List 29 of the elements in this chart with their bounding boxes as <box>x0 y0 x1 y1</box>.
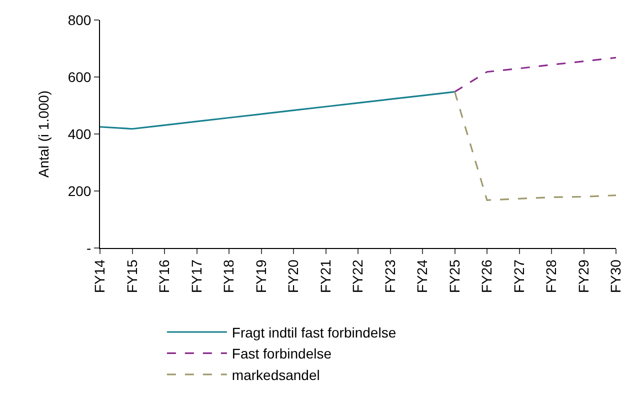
x-tick-label: FY20 <box>285 259 302 294</box>
line-series <box>454 91 616 201</box>
y-tick-label: 600 <box>68 68 92 85</box>
y-tick-label: 400 <box>68 126 92 142</box>
x-tick-label: FY14 <box>92 259 108 294</box>
x-tick-label: FY25 <box>446 259 462 294</box>
x-tick-label: FY23 <box>382 259 398 294</box>
x-tick-label: FY28 <box>543 259 560 294</box>
line-series <box>454 56 616 93</box>
x-tick-label: FY22 <box>350 259 366 294</box>
y-tick-label: - <box>86 240 92 256</box>
x-tick-label: FY17 <box>188 259 204 294</box>
y-tick-label: 200 <box>68 182 92 199</box>
x-tick-label: FY21 <box>317 259 334 294</box>
y-tick-label: 800 <box>68 12 92 28</box>
legend-label: markedsandel <box>232 366 320 383</box>
x-tick-label: FY24 <box>414 259 430 294</box>
x-tick-label: FY16 <box>156 259 172 294</box>
line-series <box>100 91 456 130</box>
x-tick-label: FY29 <box>575 259 592 294</box>
x-tick-label: FY19 <box>252 259 269 294</box>
x-tick-label: FY15 <box>124 259 140 294</box>
x-tick-label: FY18 <box>220 259 237 294</box>
x-tick-label: FY27 <box>510 259 527 294</box>
x-tick-label: FY30 <box>608 259 624 294</box>
x-tick-label: FY26 <box>478 259 495 294</box>
legend-label: Fragt indtil fast forbindelse <box>232 324 396 340</box>
legend-label: Fast forbindelse <box>232 346 332 362</box>
y-axis-title: Antal (i 1.000) <box>35 90 52 178</box>
